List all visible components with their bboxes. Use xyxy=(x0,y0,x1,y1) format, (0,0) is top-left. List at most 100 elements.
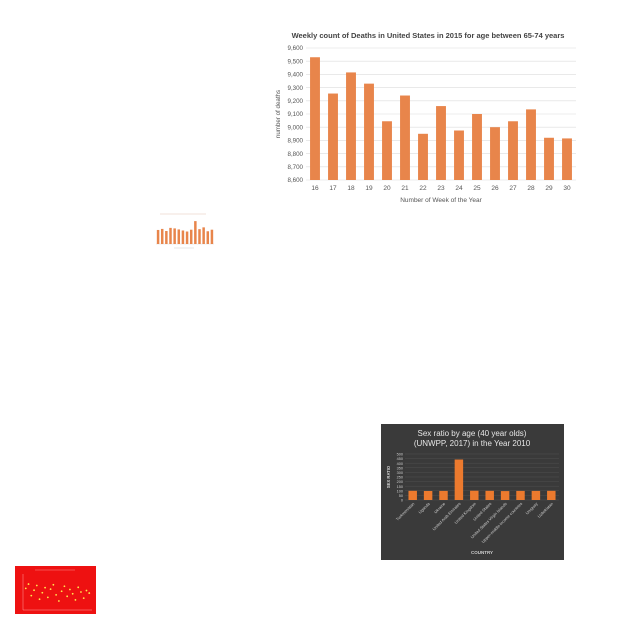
y-tick-label: 100 xyxy=(397,489,403,493)
x-tick-label: Uganda xyxy=(417,501,431,515)
scatter-point xyxy=(49,588,52,591)
x-tick-label: 17 xyxy=(329,185,337,192)
y-tick-label: 9,100 xyxy=(288,111,304,118)
thumbnail-bar xyxy=(206,231,210,244)
bar xyxy=(470,490,479,500)
y-tick-label: 8,800 xyxy=(288,151,304,158)
scatter-point xyxy=(69,588,71,591)
scatter-point xyxy=(41,591,44,594)
y-tick-label: 9,000 xyxy=(288,124,304,131)
bar xyxy=(516,490,525,500)
red-scatter-thumbnail xyxy=(15,566,96,614)
thumbnail-bar xyxy=(156,229,160,244)
scatter-point xyxy=(38,598,41,601)
x-tick-label: 25 xyxy=(473,185,481,192)
x-tick-label: 28 xyxy=(527,185,535,192)
x-tick-label: Uruguay xyxy=(524,501,538,515)
y-tick-label: 200 xyxy=(397,480,403,484)
scatter-point xyxy=(82,597,85,600)
y-tick-label: 0 xyxy=(401,499,403,503)
y-tick-label: 9,500 xyxy=(288,58,304,65)
y-tick-label: 300 xyxy=(397,471,403,475)
bar xyxy=(547,490,556,500)
chart-subtitle: (UNWPP, 2017) in the Year 2010 xyxy=(414,439,531,448)
bar xyxy=(454,130,464,180)
bar xyxy=(439,490,448,500)
bar xyxy=(364,83,374,180)
scatter-point xyxy=(60,590,63,593)
thumbnail-bar xyxy=(185,231,189,244)
thumbnail-bar xyxy=(181,230,185,244)
x-tick-label: 26 xyxy=(491,185,499,192)
y-tick-label: 250 xyxy=(397,476,403,480)
bar xyxy=(500,491,510,500)
bar xyxy=(562,138,572,180)
x-tick-label: Uzbekistan xyxy=(536,501,554,519)
scatter-point xyxy=(66,595,69,598)
thumbnail-bar xyxy=(177,229,181,244)
thumbnail-bar xyxy=(160,228,164,244)
bar xyxy=(423,490,433,500)
y-tick-label: 50 xyxy=(399,494,403,498)
bar xyxy=(328,93,338,180)
scatter-point xyxy=(57,600,60,602)
bar xyxy=(508,121,518,180)
bar xyxy=(454,459,464,500)
scatter-point xyxy=(27,583,30,585)
y-tick-label: 9,600 xyxy=(288,45,304,52)
scatter-point xyxy=(85,589,88,592)
x-axis-label: COUNTRY xyxy=(471,550,493,555)
bar xyxy=(544,137,554,180)
thumbnail-bar xyxy=(198,229,201,244)
bar xyxy=(485,490,494,500)
x-tick-label: 27 xyxy=(509,185,517,192)
y-tick-label: 400 xyxy=(397,462,403,466)
x-axis-label: Number of Week of the Year xyxy=(400,197,482,204)
x-tick-label: 20 xyxy=(383,185,391,192)
bar xyxy=(526,109,536,180)
scatter-point xyxy=(30,594,33,597)
y-tick-label: 9,400 xyxy=(288,72,304,79)
x-tick-label: Turkmenistan xyxy=(395,501,416,522)
weekly-deaths-bar-chart: Weekly count of Deaths in United States … xyxy=(272,26,584,210)
scatter-point xyxy=(55,593,58,596)
y-tick-label: 150 xyxy=(397,485,403,489)
scatter-point xyxy=(52,583,55,586)
y-tick-label: 9,300 xyxy=(288,85,304,92)
x-tick-label: 30 xyxy=(563,185,571,192)
y-axis-label: number of deaths xyxy=(275,90,282,138)
x-tick-label: 16 xyxy=(311,185,319,192)
x-tick-label: Ukraine xyxy=(433,501,447,515)
scatter-point xyxy=(35,584,38,587)
bar xyxy=(310,57,320,180)
red-scatter-svg xyxy=(22,569,92,611)
scatter-point xyxy=(71,592,74,595)
thumbnail-bar xyxy=(189,229,193,244)
bar xyxy=(472,114,482,180)
y-tick-label: 450 xyxy=(397,457,403,461)
thumbnail-bar xyxy=(194,221,197,244)
bar xyxy=(490,127,500,180)
thumbnail-bar xyxy=(169,227,172,244)
x-tick-label: 22 xyxy=(419,185,427,192)
bar xyxy=(408,490,417,500)
scatter-point xyxy=(88,592,91,594)
scatter-point xyxy=(33,589,35,592)
thumbnail-bar xyxy=(165,231,168,244)
sex-ratio-chart-svg: Sex ratio by age (40 year olds)(UNWPP, 2… xyxy=(386,429,559,555)
x-tick-label: 29 xyxy=(545,185,553,192)
y-tick-label: 350 xyxy=(397,466,403,470)
x-tick-label: 18 xyxy=(347,185,355,192)
y-tick-label: 8,900 xyxy=(288,138,304,145)
sex-ratio-bar-chart: Sex ratio by age (40 year olds) (UNWPP, 2… xyxy=(381,424,564,560)
thumbnail-bar xyxy=(173,228,176,244)
scatter-point xyxy=(46,596,49,599)
thumbnail-bar xyxy=(202,227,205,244)
x-tick-label: 24 xyxy=(455,185,463,192)
y-tick-label: 500 xyxy=(397,453,403,457)
x-tick-label: 23 xyxy=(437,185,445,192)
weekly-deaths-chart-svg: Weekly count of Deaths in United States … xyxy=(275,31,576,204)
scatter-point xyxy=(24,587,27,590)
thumbnail-bar xyxy=(210,229,214,244)
thumbnail-bar-chart xyxy=(150,210,216,250)
